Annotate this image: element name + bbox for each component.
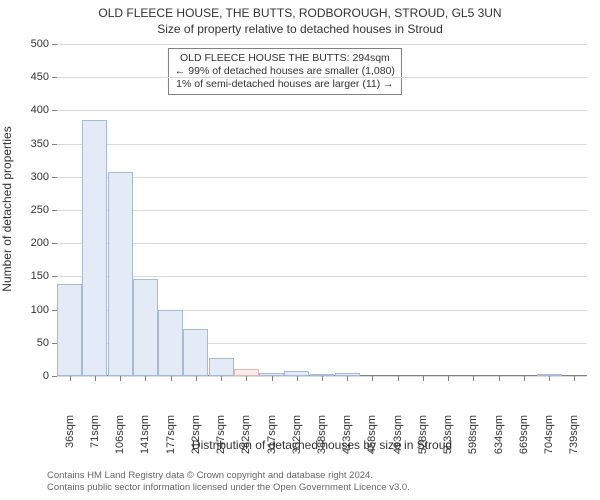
ytick-label: 250 — [31, 204, 49, 216]
xtick-label: 388sqm — [316, 415, 328, 465]
xtick-mark — [196, 376, 197, 381]
ytick-mark — [52, 177, 57, 178]
xtick-label: 212sqm — [190, 415, 202, 465]
ytick-mark — [52, 110, 57, 111]
xtick-label: 669sqm — [518, 415, 530, 465]
xtick-mark — [499, 376, 500, 381]
xtick-mark — [347, 376, 348, 381]
ytick-label: 350 — [31, 138, 49, 150]
plot-area: OLD FLEECE HOUSE THE BUTTS: 294sqm← 99% … — [57, 44, 587, 376]
xtick-label: 493sqm — [392, 415, 404, 465]
bar-highlighted — [234, 369, 259, 376]
footer-attribution: Contains HM Land Registry data © Crown c… — [47, 470, 410, 494]
ytick-label: 100 — [31, 304, 49, 316]
xtick-label: 458sqm — [366, 415, 378, 465]
xtick-mark — [398, 376, 399, 381]
gridline — [57, 144, 587, 145]
gridline — [57, 177, 587, 178]
ytick-mark — [52, 343, 57, 344]
xtick-mark — [297, 376, 298, 381]
xtick-mark — [120, 376, 121, 381]
xtick-mark — [272, 376, 273, 381]
xtick-mark — [221, 376, 222, 381]
gridline — [57, 44, 587, 45]
xtick-label: 528sqm — [417, 415, 429, 465]
gridline — [57, 77, 587, 78]
ytick-label: 0 — [43, 370, 49, 382]
bar — [183, 329, 208, 376]
xtick-mark — [246, 376, 247, 381]
xtick-label: 247sqm — [215, 415, 227, 465]
ytick-mark — [52, 376, 57, 377]
xtick-label: 141sqm — [139, 415, 151, 465]
ytick-label: 50 — [37, 337, 49, 349]
chart-title: OLD FLEECE HOUSE, THE BUTTS, RODBOROUGH,… — [0, 0, 600, 20]
bar — [108, 172, 133, 376]
footer-line: Contains public sector information licen… — [47, 482, 410, 494]
bar — [133, 279, 158, 376]
bar — [158, 310, 183, 376]
xtick-mark — [70, 376, 71, 381]
xtick-mark — [423, 376, 424, 381]
annotation-line: OLD FLEECE HOUSE THE BUTTS: 294sqm — [175, 52, 395, 65]
ytick-mark — [52, 44, 57, 45]
xtick-label: 352sqm — [291, 415, 303, 465]
ytick-label: 150 — [31, 270, 49, 282]
y-axis-label: Number of detached properties — [0, 109, 14, 309]
highlight-annotation: OLD FLEECE HOUSE THE BUTTS: 294sqm← 99% … — [168, 48, 402, 95]
ytick-label: 200 — [31, 237, 49, 249]
xtick-mark — [372, 376, 373, 381]
ytick-label: 400 — [31, 104, 49, 116]
xtick-label: 36sqm — [64, 415, 76, 465]
gridline — [57, 210, 587, 211]
xtick-mark — [145, 376, 146, 381]
xtick-label: 177sqm — [165, 415, 177, 465]
xtick-label: 598sqm — [467, 415, 479, 465]
histogram-chart: OLD FLEECE HOUSE, THE BUTTS, RODBOROUGH,… — [0, 0, 600, 500]
bar — [209, 358, 234, 376]
xtick-label: 423sqm — [341, 415, 353, 465]
ytick-mark — [52, 310, 57, 311]
xtick-mark — [473, 376, 474, 381]
ytick-mark — [52, 144, 57, 145]
ytick-mark — [52, 77, 57, 78]
gridline — [57, 110, 587, 111]
bar — [82, 120, 107, 376]
ytick-mark — [52, 276, 57, 277]
chart-subtitle: Size of property relative to detached ho… — [0, 20, 600, 36]
gridline — [57, 243, 587, 244]
bar — [57, 284, 82, 376]
xtick-label: 563sqm — [442, 415, 454, 465]
xtick-label: 282sqm — [240, 415, 252, 465]
xtick-mark — [448, 376, 449, 381]
footer-line: Contains HM Land Registry data © Crown c… — [47, 470, 410, 482]
ytick-label: 450 — [31, 71, 49, 83]
xtick-mark — [171, 376, 172, 381]
xtick-label: 704sqm — [543, 415, 555, 465]
xtick-mark — [95, 376, 96, 381]
xtick-mark — [549, 376, 550, 381]
xtick-label: 634sqm — [493, 415, 505, 465]
ytick-mark — [52, 243, 57, 244]
xtick-label: 317sqm — [266, 415, 278, 465]
ytick-label: 500 — [31, 38, 49, 50]
xtick-mark — [322, 376, 323, 381]
xtick-mark — [574, 376, 575, 381]
annotation-line: 1% of semi-detached houses are larger (1… — [175, 78, 395, 91]
ytick-label: 300 — [31, 171, 49, 183]
xtick-label: 739sqm — [568, 415, 580, 465]
xtick-label: 106sqm — [114, 415, 126, 465]
gridline — [57, 276, 587, 277]
xtick-label: 71sqm — [89, 415, 101, 465]
ytick-mark — [52, 210, 57, 211]
xtick-mark — [524, 376, 525, 381]
